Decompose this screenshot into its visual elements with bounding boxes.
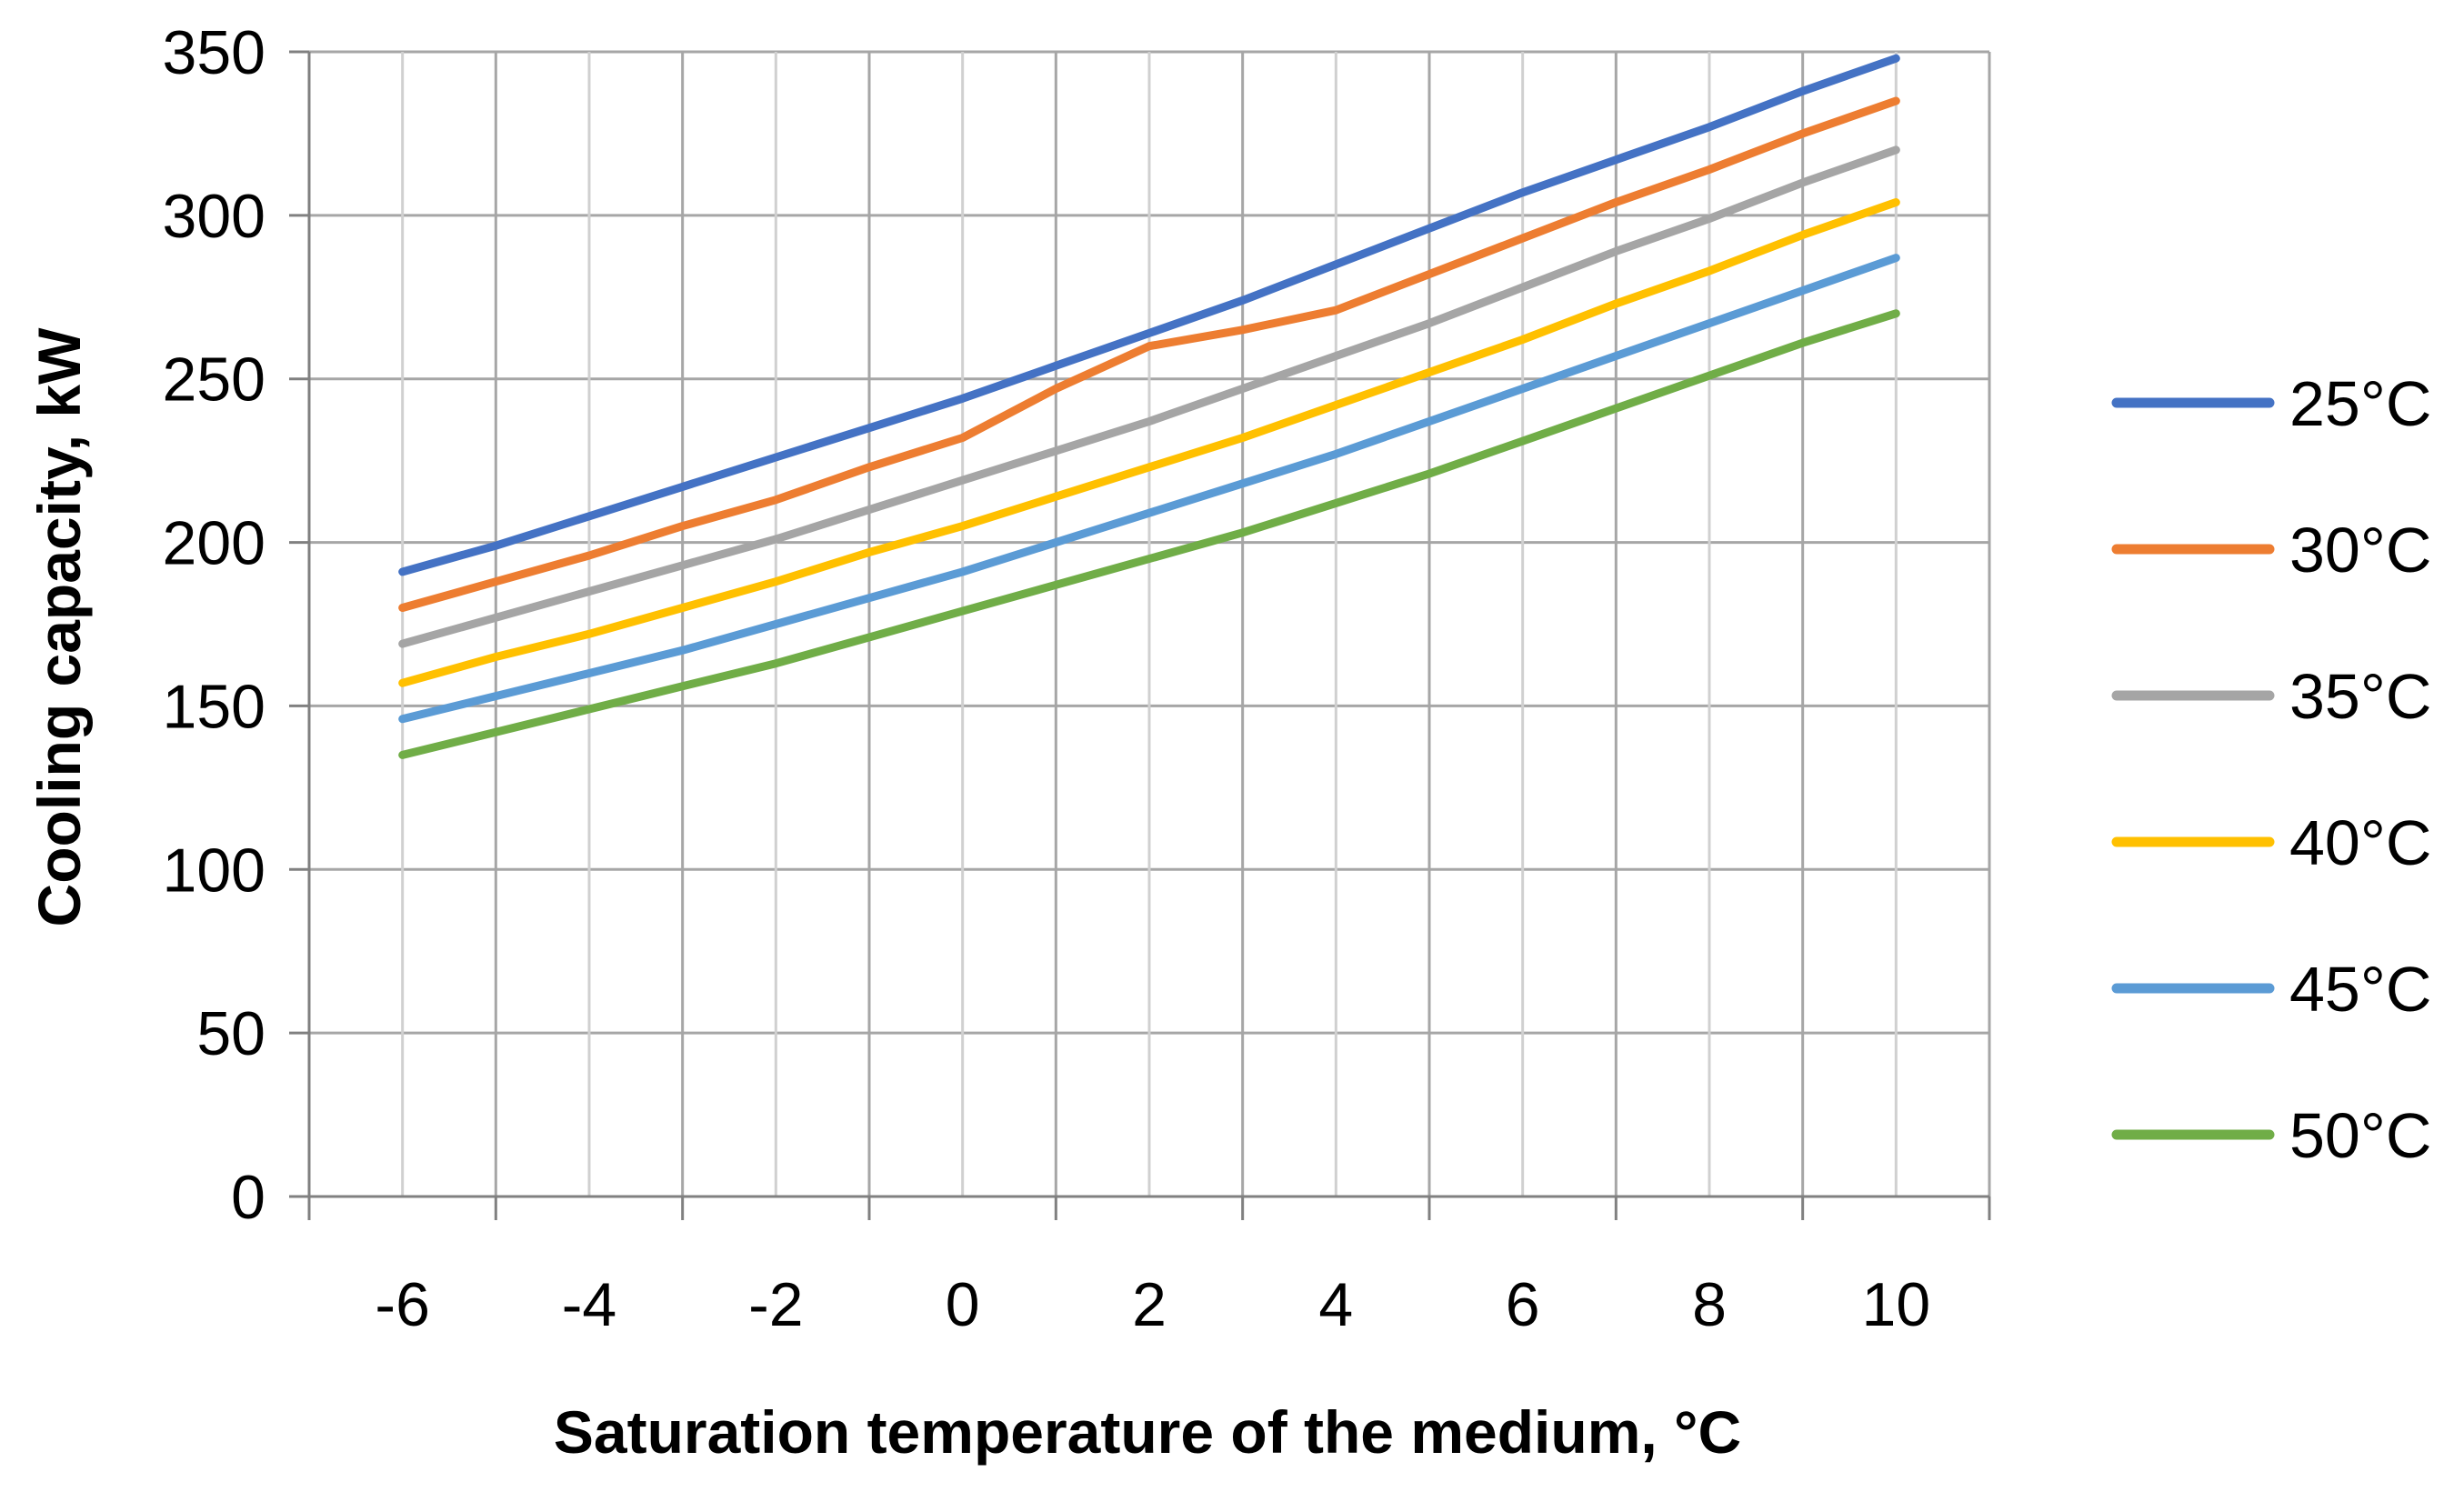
series-line-40C [398, 198, 1900, 687]
y-tick-label: 50 [196, 999, 265, 1068]
y-axis-ticks: 0 50 100 150 200 250 300 350 [163, 18, 265, 1232]
series-lines [398, 54, 1900, 759]
legend-label: 25°C [2289, 368, 2431, 439]
legend-label: 45°C [2289, 954, 2431, 1025]
y-tick-label: 350 [163, 18, 265, 87]
series-line-50C [398, 309, 1900, 759]
x-tick-label: 8 [1692, 1270, 1727, 1339]
x-tick-label: -6 [375, 1270, 429, 1339]
y-tick-label: 150 [163, 672, 265, 741]
legend-label: 35°C [2289, 661, 2431, 732]
y-tick-label: 200 [163, 509, 265, 578]
y-tick-label: 0 [231, 1163, 265, 1232]
legend-label: 40°C [2289, 807, 2431, 878]
y-tick-label: 250 [163, 345, 265, 415]
series-line-35C [398, 145, 1900, 648]
legend-label: 50°C [2289, 1100, 2431, 1171]
series-line-30C [398, 96, 1900, 612]
legend-label: 30°C [2289, 515, 2431, 586]
y-axis-title: Cooling capacity, kW [25, 327, 93, 927]
series-line-45C [398, 254, 1900, 724]
y-tick-label: 100 [163, 836, 265, 905]
x-tick-label: -2 [748, 1270, 803, 1339]
axes [289, 50, 1991, 1220]
y-tick-label: 300 [163, 182, 265, 251]
legend: 25°C 30°C 35°C 40°C 45°C 50°C [2111, 368, 2431, 1171]
x-tick-label: 10 [1862, 1270, 1931, 1339]
x-tick-label: 6 [1506, 1270, 1540, 1339]
x-tick-label: -4 [562, 1270, 616, 1339]
x-axis-ticks: -6 -4 -2 0 2 4 6 8 10 [375, 1270, 1930, 1339]
series-line-25C [398, 54, 1900, 576]
x-tick-label: 4 [1318, 1270, 1353, 1339]
x-tick-label: 2 [1132, 1270, 1167, 1339]
x-axis-title: Saturation temperature of the medium, °C [554, 1398, 1741, 1466]
x-tick-label: 0 [946, 1270, 980, 1339]
